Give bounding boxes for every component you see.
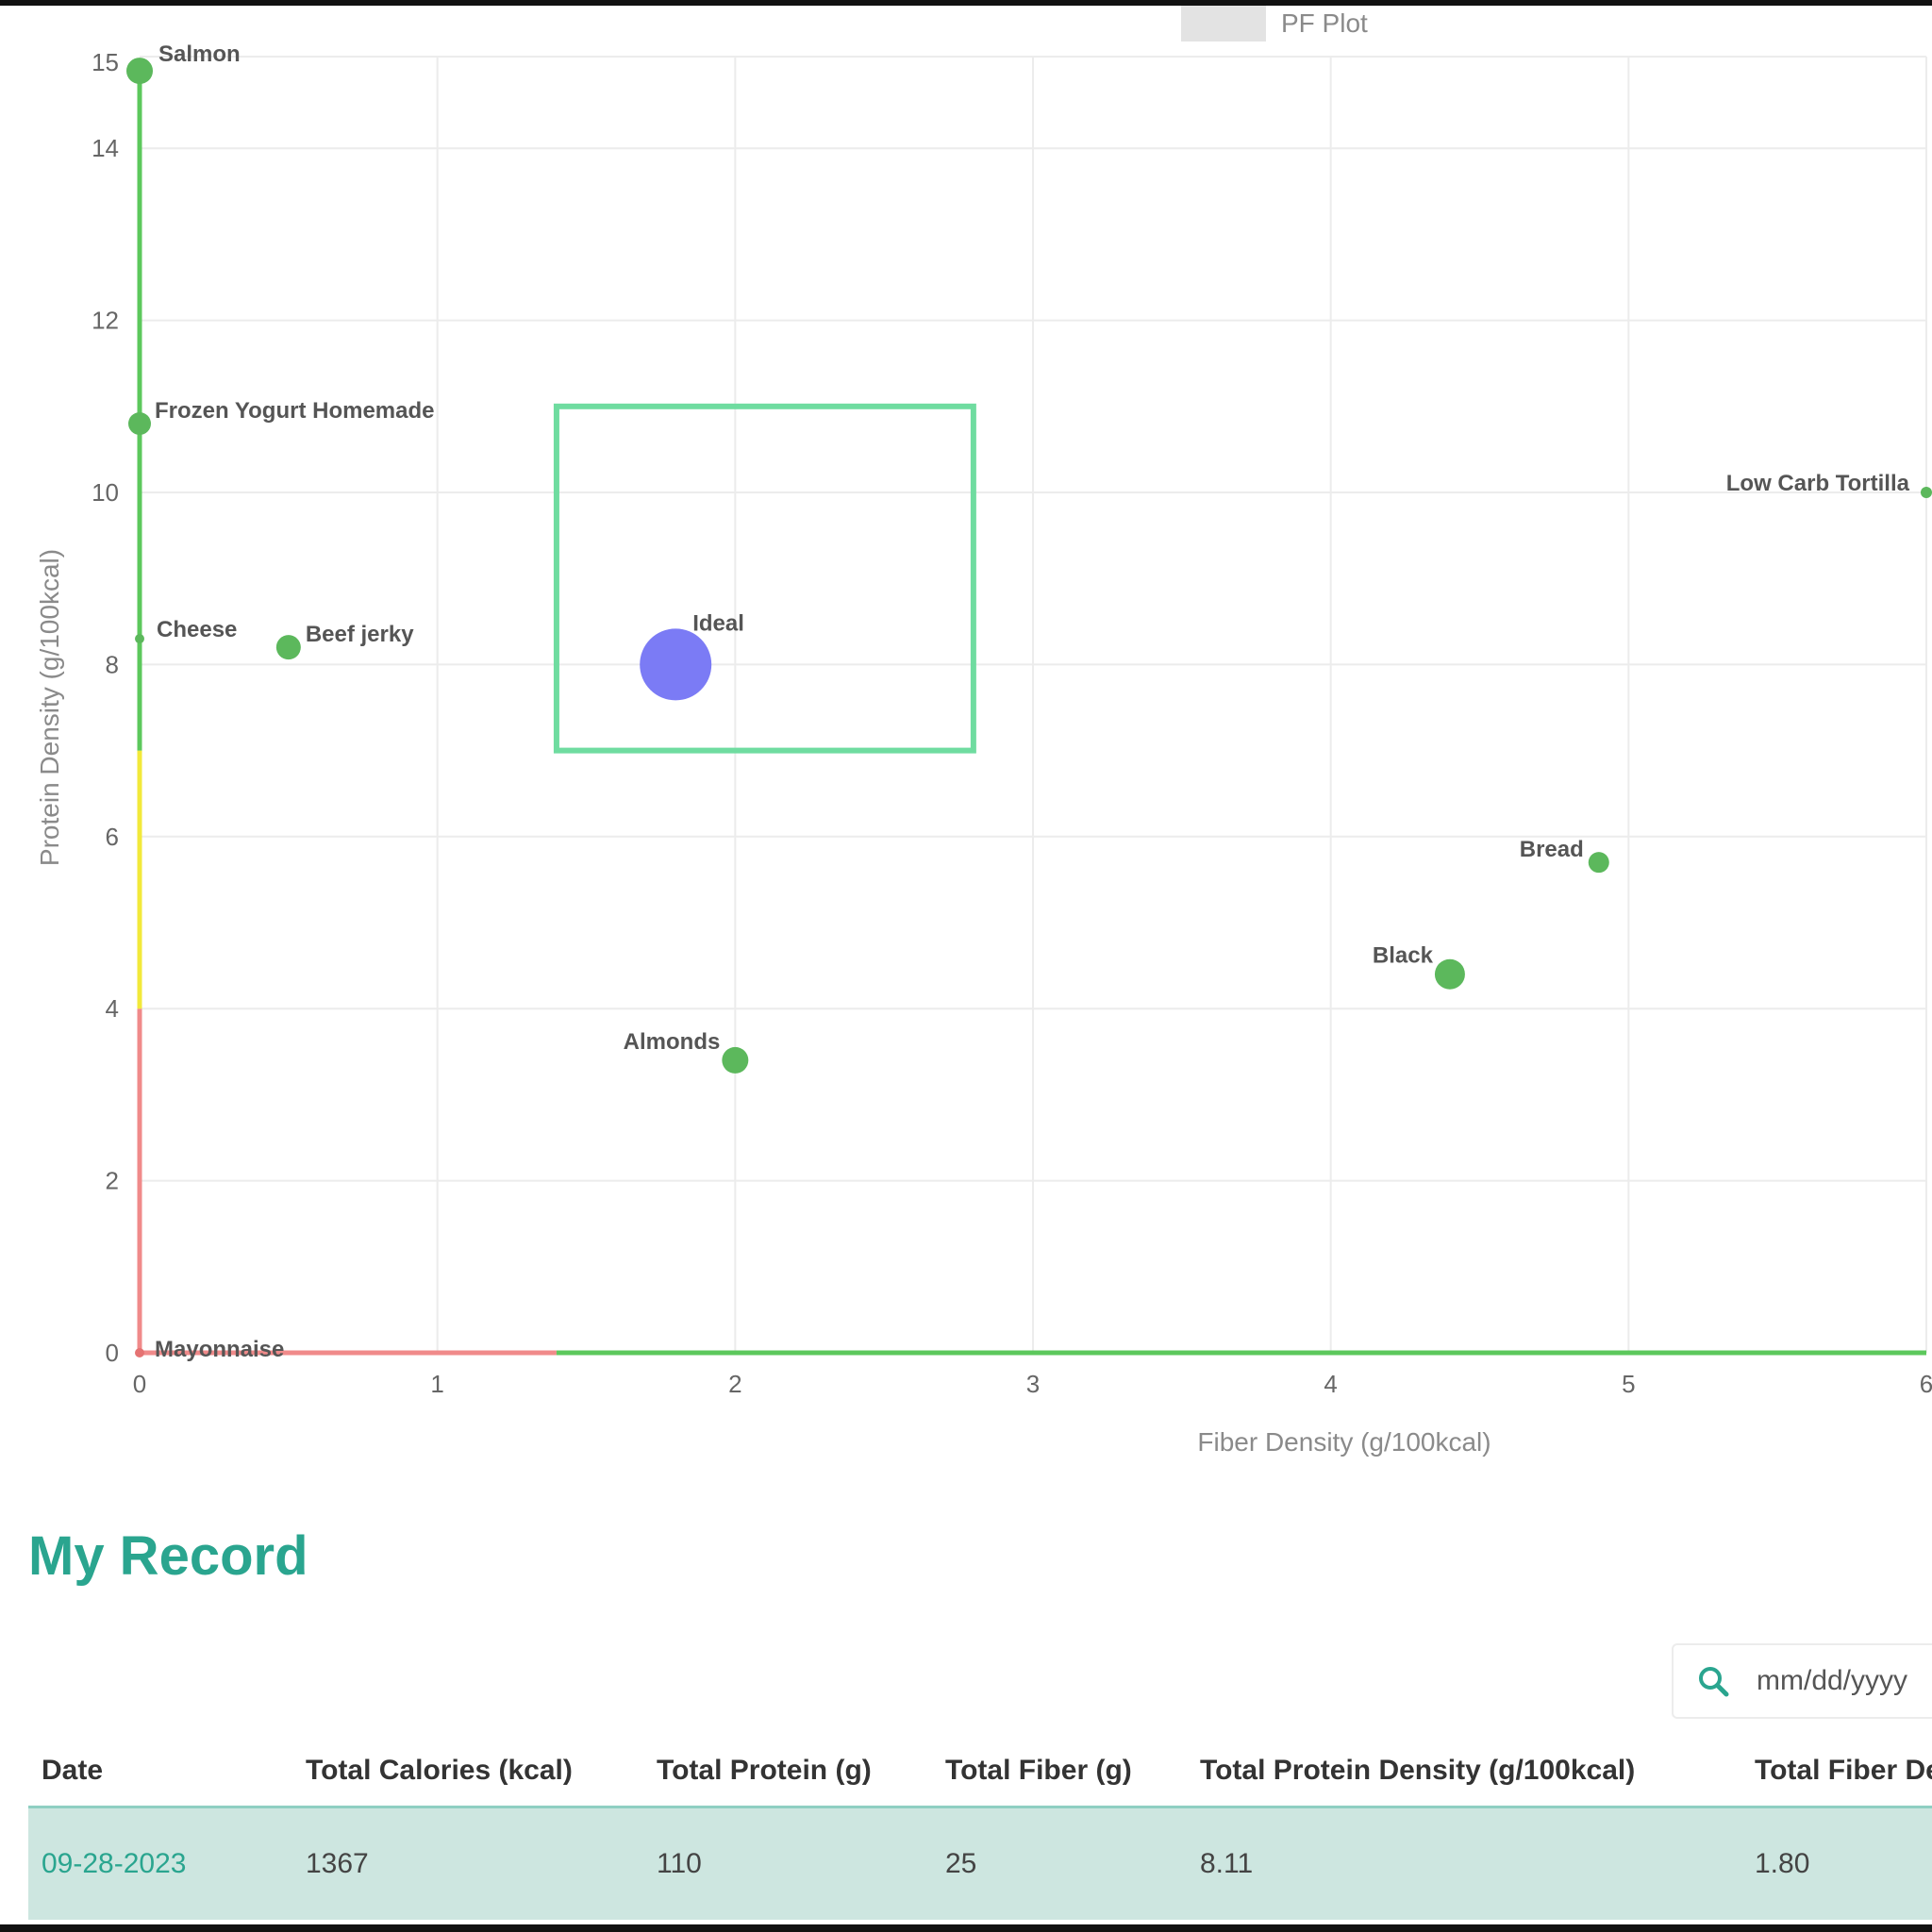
x-axis-title: Fiber Density (g/100kcal) — [1197, 1427, 1491, 1457]
x-tick-label: 3 — [1026, 1370, 1040, 1398]
column-header-fiber-density[interactable]: Total Fiber Density (g/100kcal) — [1741, 1736, 1932, 1808]
search-icon — [1699, 1667, 1729, 1697]
x-tick-label: 4 — [1324, 1370, 1337, 1398]
y-tick-label: 4 — [106, 994, 119, 1023]
data-label-black: Black — [1373, 943, 1434, 969]
legend-swatch[interactable] — [1181, 6, 1266, 42]
y-tick-label: 10 — [92, 478, 119, 507]
cell-protein: 110 — [643, 1807, 932, 1920]
y-tick-label: 12 — [92, 307, 119, 335]
cell-protein-density: 8.11 — [1187, 1807, 1741, 1920]
data-point-bread[interactable] — [1588, 852, 1609, 874]
data-label-ideal: Ideal — [692, 610, 744, 636]
table-row[interactable]: 09-28-2023 1367 110 25 8.11 1.80 — [28, 1807, 1932, 1920]
data-label-almonds: Almonds — [624, 1029, 721, 1055]
x-tick-label: 6 — [1920, 1370, 1932, 1398]
data-point-cheese[interactable] — [135, 634, 144, 644]
x-tick-label: 1 — [430, 1370, 443, 1398]
data-point-frozen-yogurt-homemade[interactable] — [128, 412, 151, 436]
data-point-ideal[interactable] — [640, 628, 712, 701]
data-point-mayonnaise[interactable] — [135, 1348, 144, 1357]
y-tick-label: 6 — [106, 823, 119, 851]
column-header-fiber[interactable]: Total Fiber (g) — [932, 1736, 1187, 1808]
data-point-black[interactable] — [1434, 958, 1465, 990]
data-label-low-carb-tortilla: Low Carb Tortilla — [1726, 471, 1910, 496]
y-tick-label: 2 — [106, 1167, 119, 1195]
column-header-protein-density[interactable]: Total Protein Density (g/100kcal) — [1187, 1736, 1741, 1808]
column-header-protein[interactable]: Total Protein (g) — [643, 1736, 932, 1808]
record-table: Date Total Calories (kcal) Total Protein… — [28, 1736, 1932, 1920]
cell-fiber: 25 — [932, 1807, 1187, 1920]
x-tick-label: 5 — [1622, 1370, 1635, 1398]
column-header-calories[interactable]: Total Calories (kcal) — [292, 1736, 643, 1808]
legend-label[interactable]: PF Plot — [1281, 8, 1368, 38]
data-label-frozen-yogurt-homemade: Frozen Yogurt Homemade — [155, 398, 434, 424]
window-bottom-edge — [0, 1924, 1932, 1932]
window-top-edge — [0, 0, 1932, 6]
cell-date: 09-28-2023 — [28, 1807, 292, 1920]
y-tick-label: 14 — [92, 134, 119, 162]
date-search-input[interactable] — [1757, 1665, 1932, 1697]
section-title: My Record — [28, 1525, 308, 1587]
target-zone — [553, 403, 976, 754]
table-header-row: Date Total Calories (kcal) Total Protein… — [28, 1736, 1932, 1808]
data-label-mayonnaise: Mayonnaise — [155, 1337, 284, 1362]
cell-calories: 1367 — [292, 1807, 643, 1920]
data-label-bread: Bread — [1520, 837, 1584, 862]
y-tick-label: 0 — [106, 1339, 119, 1367]
y-tick-label: 8 — [106, 650, 119, 678]
data-label-beef-jerky: Beef jerky — [306, 622, 414, 647]
data-point-beef-jerky[interactable] — [275, 635, 301, 660]
data-point-almonds[interactable] — [722, 1046, 749, 1074]
data-label-salmon: Salmon — [158, 42, 241, 67]
x-tick-label: 2 — [728, 1370, 741, 1398]
x-tick-label: 0 — [133, 1370, 146, 1398]
cell-fiber-density: 1.80 — [1741, 1807, 1932, 1920]
date-link[interactable]: 09-28-2023 — [42, 1848, 187, 1879]
date-search-box[interactable] — [1672, 1643, 1932, 1719]
data-label-cheese: Cheese — [157, 617, 237, 642]
y-axis-title: Protein Density (g/100kcal) — [35, 549, 64, 866]
y-tick-label: 15 — [92, 48, 119, 76]
column-header-date[interactable]: Date — [28, 1736, 292, 1808]
chart-legend[interactable]: PF Plot — [1181, 6, 1368, 42]
data-point-low-carb-tortilla[interactable] — [1921, 487, 1932, 498]
data-point-salmon[interactable] — [126, 58, 153, 85]
